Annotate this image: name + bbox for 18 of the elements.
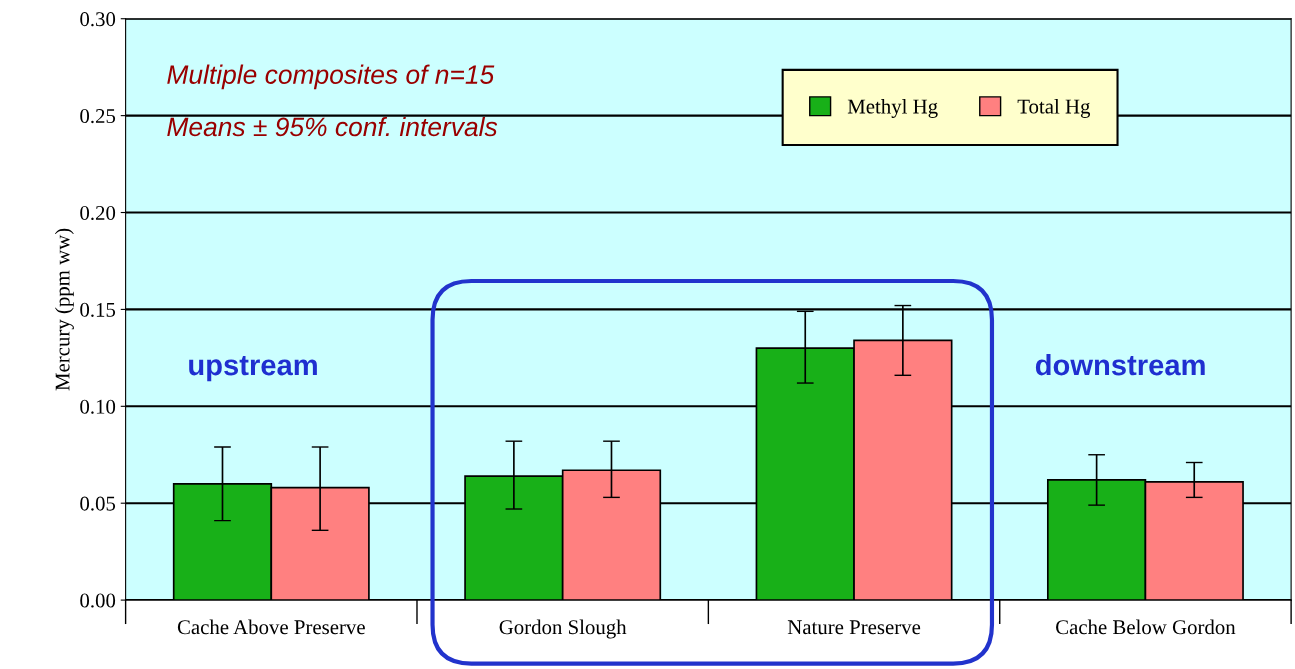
annotation: Multiple composites of n=15	[167, 64, 495, 90]
x-tick-label: Gordon Slough	[499, 619, 627, 639]
annotation: upstream	[189, 356, 317, 382]
y-tick-label: 0.05	[80, 496, 116, 511]
x-tick-label: Nature Preserve	[787, 620, 921, 635]
annotation: Means ± 95% conf. intervals	[167, 116, 498, 137]
y-tick-label: 0.25	[80, 109, 116, 124]
y-tick-label: 0.00	[80, 593, 116, 608]
x-tick-label: Cache Above Preserve	[177, 619, 365, 635]
y-axis-title: Mercury (ppm ww)	[54, 228, 74, 391]
legend-label: Methyl Hg	[847, 98, 938, 118]
annotation: downstream	[1035, 353, 1205, 376]
legend-label: Total Hg	[1017, 98, 1091, 118]
x-tick-label: Cache Below Gordon	[1056, 619, 1236, 635]
y-tick-label: 0.30	[80, 12, 116, 27]
y-tick-label: 0.10	[80, 399, 116, 414]
y-tick-label: 0.20	[80, 205, 116, 221]
y-tick-label: 0.15	[80, 302, 116, 317]
